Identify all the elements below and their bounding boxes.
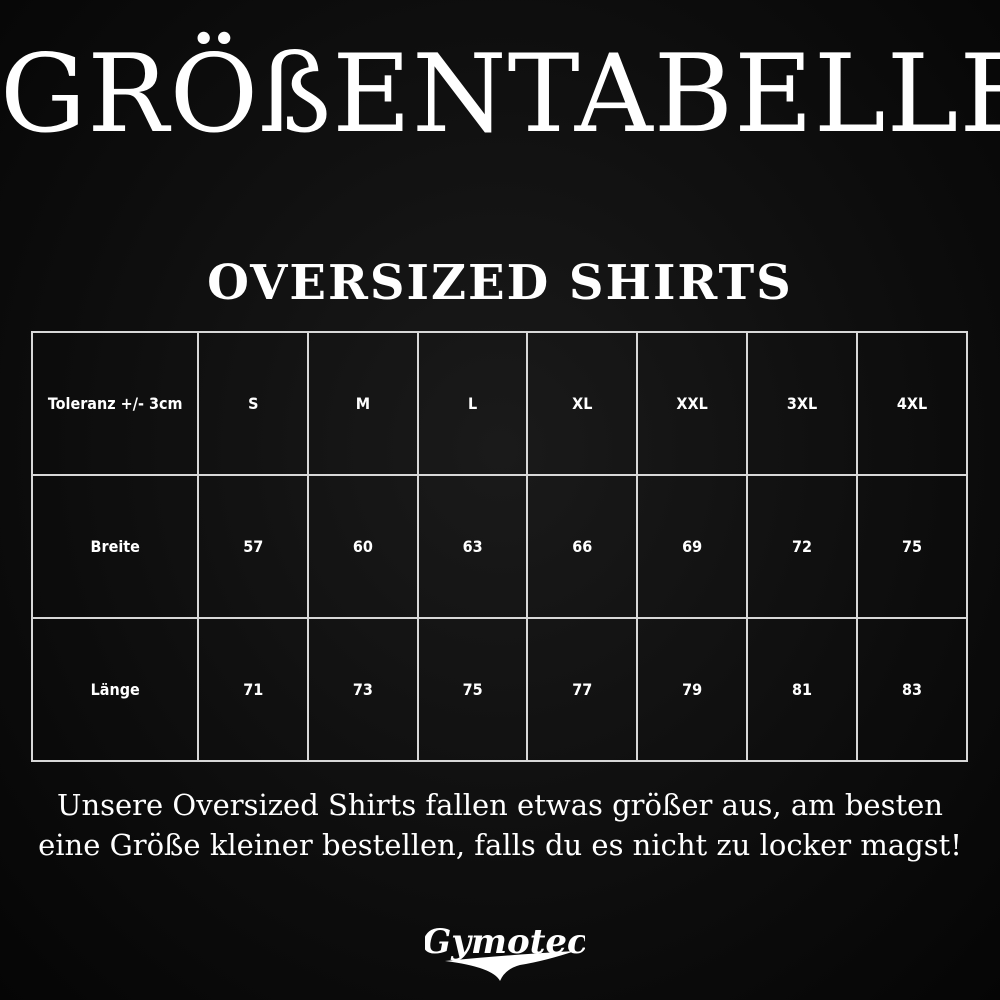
table-cell: Breite xyxy=(30,474,200,619)
table-header-cell: M xyxy=(307,331,419,476)
table-cell: 81 xyxy=(746,617,859,762)
table-cell: 75 xyxy=(416,617,529,762)
table-cell: 72 xyxy=(746,474,859,619)
gymotec-logo: Gymotec xyxy=(425,922,585,981)
table-cell: Länge xyxy=(30,617,200,762)
note-line: eine Größe kleiner bestellen, falls du e… xyxy=(38,828,962,862)
subtitle: OVERSIZED SHIRTS xyxy=(207,255,793,311)
table-cell: 63 xyxy=(416,474,529,619)
table-cell: 79 xyxy=(636,617,749,762)
table-cell: 71 xyxy=(197,617,310,762)
table-header-cell: S xyxy=(197,331,310,476)
table-header-cell: 4XL xyxy=(856,331,968,476)
note-line: Unsere Oversized Shirts fallen etwas grö… xyxy=(57,788,943,822)
table-cell: 57 xyxy=(197,474,310,619)
size-table: Toleranz +/- 3cm S M L XL XXL 3XL 4XL Br… xyxy=(30,331,968,762)
table-cell: 73 xyxy=(307,617,419,762)
size-note: Unsere Oversized Shirts fallen etwas grö… xyxy=(0,785,1000,865)
table-cell: 77 xyxy=(526,617,639,762)
table-row: Länge 71 73 75 77 79 81 83 xyxy=(30,617,968,762)
table-header-cell: Toleranz +/- 3cm xyxy=(30,331,200,476)
table-header-cell: L xyxy=(416,331,529,476)
table-row: Breite 57 60 63 66 69 72 75 xyxy=(30,474,968,619)
table-cell: 60 xyxy=(307,474,419,619)
table-header-row: Toleranz +/- 3cm S M L XL XXL 3XL 4XL xyxy=(30,331,968,476)
table-header-cell: XL xyxy=(526,331,639,476)
table-header-cell: 3XL xyxy=(746,331,859,476)
table-cell: 75 xyxy=(856,474,968,619)
page-title: GRÖßENTABELLE xyxy=(0,32,1000,157)
table-cell: 66 xyxy=(526,474,639,619)
table-cell: 83 xyxy=(856,617,968,762)
table-header-cell: XXL xyxy=(636,331,749,476)
logo-swoosh xyxy=(445,951,575,981)
table-cell: 69 xyxy=(636,474,749,619)
